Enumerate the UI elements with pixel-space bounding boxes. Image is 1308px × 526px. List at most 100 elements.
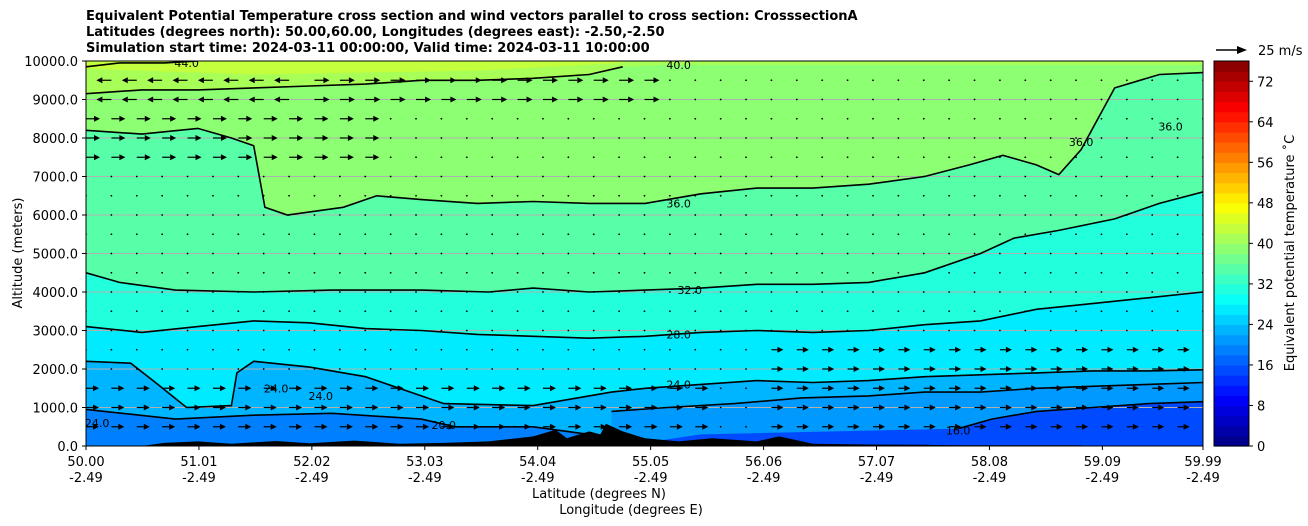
chart-title-line-3: Simulation start time: 2024-03-11 00:00:…: [86, 41, 650, 56]
wind-vector-head: [296, 404, 303, 411]
wind-vector: [973, 156, 976, 159]
wind-vector-head: [575, 423, 582, 430]
wind-vector: [821, 233, 824, 236]
wind-vector-head: [549, 423, 556, 430]
wind-vector: [542, 214, 544, 216]
wind-vector: [922, 291, 925, 293]
wind-vector: [948, 329, 951, 332]
wind-vector: [364, 194, 367, 197]
wind-vector: [618, 368, 621, 370]
colorbar-tick-label: 24: [1257, 318, 1274, 333]
wind-vector: [237, 310, 240, 313]
wind-vector: [999, 310, 1001, 313]
wind-vector: [592, 271, 595, 274]
wind-vector: [212, 233, 214, 236]
contour-label: 24.0: [264, 382, 289, 395]
wind-vector-head: [626, 404, 633, 411]
y-tick-label: 6000.0: [33, 209, 79, 224]
wind-vector: [288, 233, 290, 236]
wind-vector: [491, 271, 494, 274]
wind-vector: [643, 252, 646, 255]
wind-vector: [897, 291, 900, 293]
wind-vector: [1151, 329, 1154, 332]
x-axis-label-2: Longitude (degrees E): [559, 503, 703, 518]
wind-vector-head: [347, 135, 354, 141]
wind-vector-head: [853, 404, 860, 411]
wind-vector: [542, 291, 544, 293]
wind-vector-head: [676, 423, 683, 430]
wind-vector: [313, 175, 316, 178]
wind-vector: [821, 194, 824, 197]
wind-vector: [922, 252, 925, 255]
wind-vector: [516, 291, 519, 293]
wind-vector-head: [929, 366, 936, 372]
wind-vector: [643, 214, 646, 216]
wind-vector: [643, 368, 646, 370]
wind-vector: [237, 252, 240, 255]
colorbar-segment: [1214, 61, 1249, 72]
wind-vector: [542, 271, 544, 274]
temperature-fill: [86, 61, 1203, 446]
wind-vector: [1100, 175, 1103, 178]
wind-vector: [440, 175, 443, 178]
wind-vector: [872, 271, 874, 274]
wind-vector-head: [955, 423, 962, 430]
wind-vector: [237, 271, 240, 274]
wind-vector: [846, 79, 849, 82]
wind-vector-head: [346, 404, 353, 411]
wind-vector-head: [96, 77, 103, 84]
wind-vector: [897, 310, 900, 313]
colorbar-segment: [1214, 354, 1249, 366]
wind-vector: [592, 310, 595, 313]
colorbar-segment: [1214, 273, 1249, 285]
wind-vector: [1151, 310, 1154, 313]
wind-vector: [922, 79, 925, 82]
wind-vector: [364, 271, 367, 274]
wind-vector: [465, 233, 468, 236]
wind-vector: [770, 310, 773, 313]
wind-vector-head: [118, 385, 125, 392]
wind-vector: [770, 98, 773, 101]
wind-vector: [1075, 252, 1077, 255]
wind-vector-head: [524, 385, 531, 392]
wind-vector: [161, 368, 164, 370]
wind-vector: [110, 291, 113, 293]
wind-vector: [821, 329, 824, 332]
wind-vector: [567, 194, 570, 197]
colorbar-segment: [1214, 223, 1249, 234]
fill-band: [86, 61, 623, 75]
wind-vector: [668, 156, 671, 159]
colorbar-segment: [1214, 152, 1249, 163]
colorbar-label: Equivalent potential temperature ˚C: [1282, 135, 1298, 371]
wind-vector-head: [220, 135, 227, 141]
wind-vector-head: [220, 115, 227, 122]
wind-vector-head: [143, 404, 150, 411]
wind-vector: [465, 117, 468, 120]
wind-vector: [516, 329, 519, 332]
wind-vector: [212, 310, 214, 313]
wind-vector: [389, 271, 392, 274]
wind-vector: [618, 271, 621, 274]
wind-vector: [1024, 175, 1027, 178]
wind-vector-head: [448, 385, 455, 392]
wind-vector: [516, 137, 519, 139]
wind-vector: [770, 117, 773, 120]
wind-vector: [338, 214, 341, 216]
wind-vector: [770, 156, 773, 159]
wind-vector-head: [878, 423, 885, 430]
wind-vector: [135, 348, 138, 351]
wind-vector: [922, 214, 925, 216]
wind-vector-head: [347, 154, 354, 161]
wind-vector: [694, 233, 697, 236]
wind-vector: [237, 214, 240, 216]
wind-vector: [1049, 156, 1052, 159]
wind-vector: [1151, 291, 1154, 293]
wind-vector: [1075, 137, 1077, 139]
wind-vector: [897, 214, 900, 216]
colorbar-segment: [1214, 385, 1249, 396]
wind-vector: [415, 233, 417, 236]
wind-vector: [948, 252, 951, 255]
colorbar-segment: [1214, 101, 1249, 113]
wind-vector-head: [245, 385, 252, 392]
wind-vector-head: [245, 423, 252, 430]
